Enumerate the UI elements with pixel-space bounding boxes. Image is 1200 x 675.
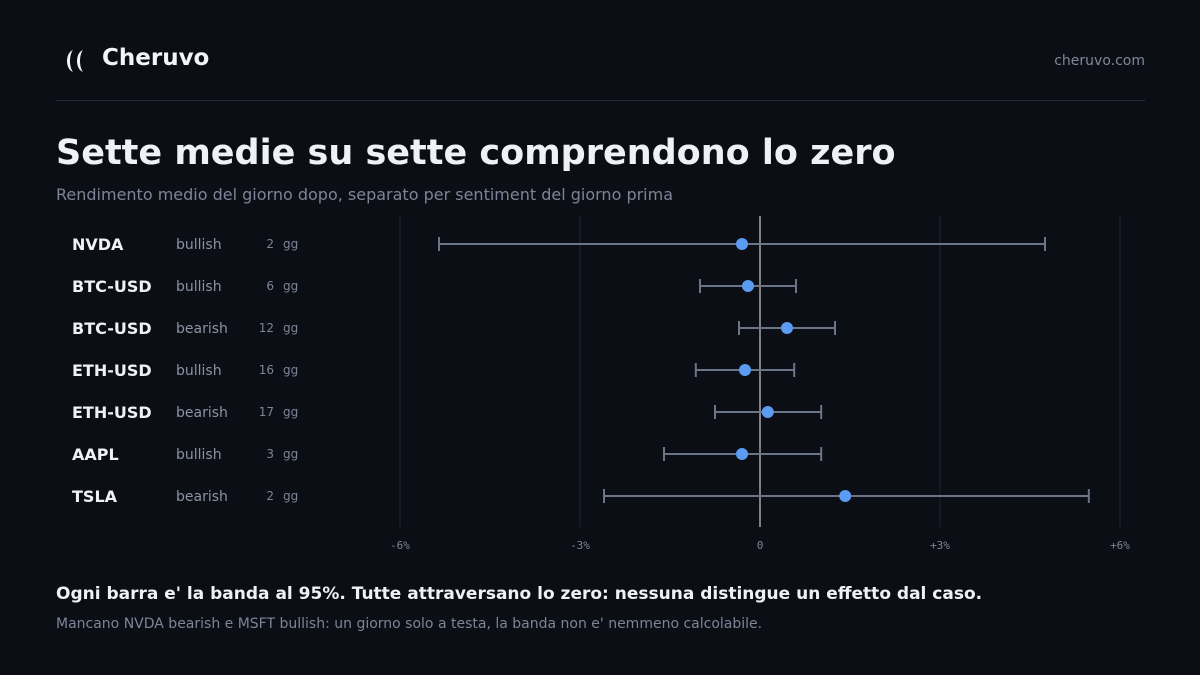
row-sentiment: bearish bbox=[176, 405, 228, 421]
x-tick-label: 0 bbox=[757, 539, 764, 552]
row-sentiment: bullish bbox=[176, 363, 222, 379]
row-ticker: BTC-USD bbox=[72, 319, 152, 338]
row-ticker: ETH-USD bbox=[72, 361, 152, 380]
row-days-unit: gg bbox=[283, 279, 298, 293]
row-sentiment: bearish bbox=[176, 489, 228, 505]
page-title: Sette medie su sette comprendono lo zero bbox=[56, 133, 896, 173]
row-sentiment: bullish bbox=[176, 447, 222, 463]
row-days: 6 bbox=[266, 279, 274, 293]
row-days: 17 bbox=[259, 405, 274, 419]
mean-point bbox=[739, 364, 751, 376]
cheruvo-logo-icon bbox=[67, 50, 83, 72]
mean-point bbox=[781, 322, 793, 334]
row-days: 2 bbox=[266, 489, 274, 503]
page-subtitle: Rendimento medio del giorno dopo, separa… bbox=[56, 185, 674, 204]
row-days: 3 bbox=[266, 447, 274, 461]
x-tick-label: -3% bbox=[570, 539, 590, 552]
mean-point bbox=[736, 448, 748, 460]
mean-point bbox=[736, 238, 748, 250]
header: Cheruvo cheruvo.com bbox=[56, 40, 1145, 101]
row-ticker: ETH-USD bbox=[72, 403, 152, 422]
mean-point bbox=[761, 406, 774, 418]
row-ticker: TSLA bbox=[72, 487, 118, 506]
row-days-unit: gg bbox=[283, 363, 298, 377]
row-days-unit: gg bbox=[283, 321, 298, 335]
row-days-unit: gg bbox=[283, 405, 298, 419]
footer-note: Mancano NVDA bearish e MSFT bullish: un … bbox=[56, 616, 763, 632]
row-sentiment: bullish bbox=[176, 279, 222, 295]
row-days-unit: gg bbox=[283, 237, 298, 251]
row-days-unit: gg bbox=[283, 489, 298, 503]
row-sentiment: bearish bbox=[176, 321, 228, 337]
row-ticker: BTC-USD bbox=[72, 277, 152, 296]
row-days-unit: gg bbox=[283, 447, 298, 461]
footer-headline: Ogni barra e' la banda al 95%. Tutte att… bbox=[56, 584, 983, 604]
mean-point bbox=[742, 280, 754, 292]
row-days: 16 bbox=[259, 363, 274, 377]
mean-point bbox=[839, 490, 852, 502]
site-url[interactable]: cheruvo.com bbox=[1054, 53, 1145, 69]
row-ticker: NVDA bbox=[72, 235, 124, 254]
row-ticker: AAPL bbox=[72, 445, 119, 464]
row-days: 2 bbox=[266, 237, 274, 251]
row-sentiment: bullish bbox=[176, 237, 222, 253]
row-days: 12 bbox=[259, 321, 274, 335]
x-tick-label: -6% bbox=[390, 539, 410, 552]
x-tick-label: +6% bbox=[1110, 539, 1130, 552]
x-tick-label: +3% bbox=[930, 539, 950, 552]
brand-name: Cheruvo bbox=[102, 45, 210, 71]
